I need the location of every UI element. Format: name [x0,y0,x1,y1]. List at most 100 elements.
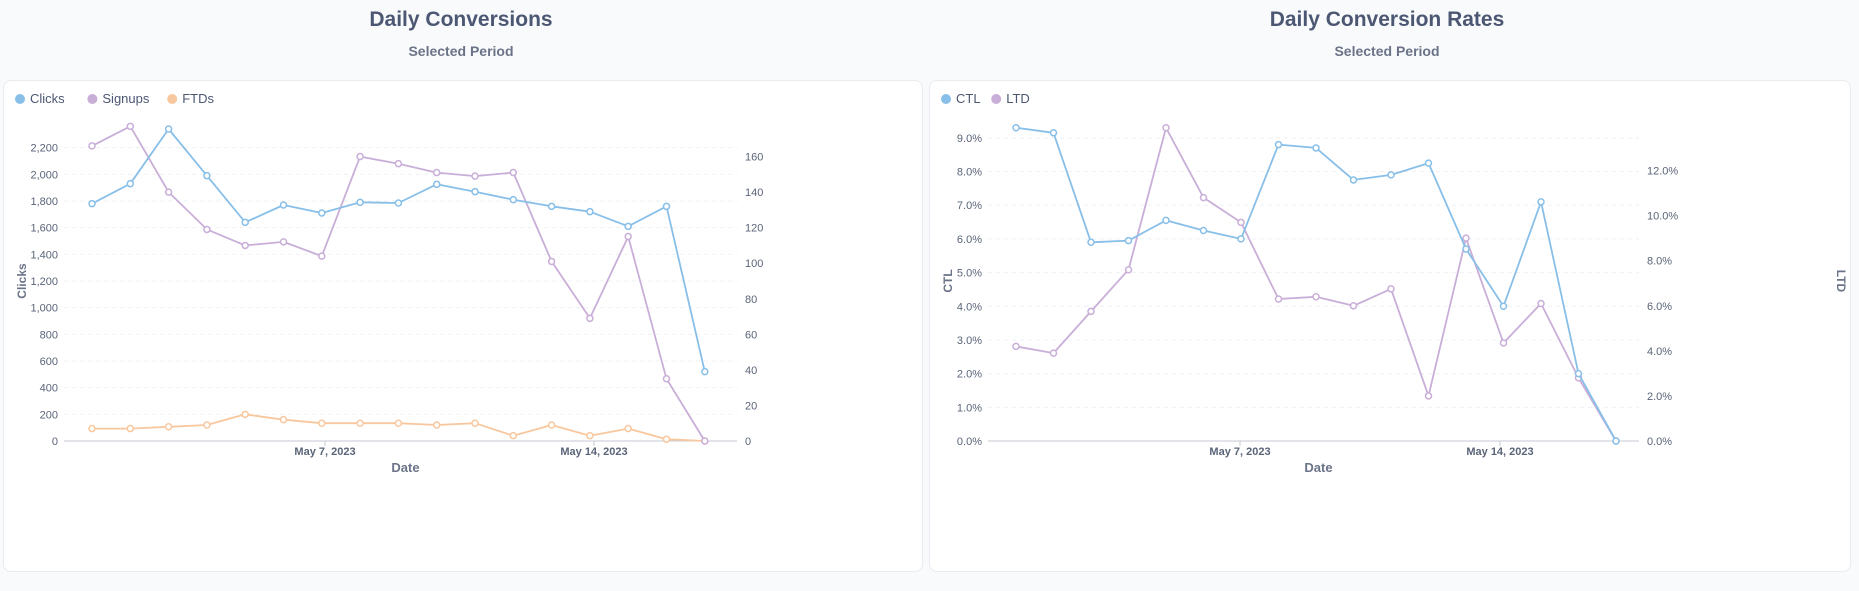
data-point-ftds [471,419,479,427]
legend-label-clicks: Clicks [30,91,65,106]
y-left-tick-label: 5.0% [957,268,982,280]
y-left-tick-label: 2,200 [30,143,58,155]
data-point-clicks [547,202,556,211]
y-left-tick-label: 3.0% [957,335,982,347]
y-left-tick-label: 6.0% [957,234,982,246]
y-right-tick-label: 12.0% [1647,166,1678,178]
y-axis-title-right: LTD [1834,270,1848,293]
data-point-ctl [1612,437,1620,445]
daily-conversion-rates-chart: CTL LTD 0.0% 1.0% 2.0% 3.0% 4.0% 5.0% 6.0% 7.0% 8.… [941,91,1848,475]
data-point-clicks [241,218,249,227]
chart-title-conversions: Daily Conversions [369,8,553,31]
series-line-signups [91,125,706,442]
y-left-tick-label: 600 [40,356,58,368]
data-point-clicks [279,201,288,209]
y-left-tick-label: 1,800 [30,196,58,208]
data-point-ftds [279,415,288,424]
y-left-tick-label: 1,400 [30,249,58,261]
data-point-clicks [394,199,403,207]
data-point-clicks [701,367,709,376]
conversion-rates-card: CTL LTD 0.0% 1.0% 2.0% 3.0% 4.0% 5.0% 6.0% 7.0% 8.… [929,80,1851,572]
legend-swatch-ftds [167,94,178,104]
data-point-ctl [1499,302,1508,311]
legend-swatch-ltd [991,94,1002,104]
y-left-tick-label: 400 [40,383,58,395]
data-point-signups [241,241,249,250]
y-left-tick-label: 1,200 [30,276,58,288]
data-point-signups [203,225,211,234]
chart-subtitle-conversions: Selected Period [408,43,514,59]
legend-item-ctl: CTL [941,91,981,106]
y-left-tick-label: 9.0% [957,133,982,145]
data-point-ftds [586,431,594,440]
data-point-clicks [471,187,479,196]
data-point-ltd [1049,349,1058,357]
y-left-tick-label: 2.0% [957,369,982,381]
chart-title-rates: Daily Conversion Rates [1269,8,1505,31]
legend-swatch-signups [87,94,98,104]
series-line-ctl [1015,126,1617,442]
data-point-ltd [1274,295,1283,303]
data-point-ctl [1312,144,1320,152]
data-point-signups [356,152,364,161]
series-line-ltd [1015,126,1617,442]
data-point-clicks [126,179,135,188]
x-tick-label: May 14, 2023 [560,446,627,458]
y-right-tick-label: 0.0% [1647,436,1672,448]
y-right-tick-label: 160 [745,152,763,164]
data-point-ctl [1349,176,1358,184]
y-left-tick-label: 2,000 [30,169,58,181]
x-axis-title: Date [1304,460,1332,475]
data-point-clicks [318,209,326,217]
y-right-tick-label: 20 [745,400,757,412]
data-point-ctl [1387,171,1395,179]
data-point-clicks [88,199,96,208]
data-point-clicks [164,125,173,133]
legend-item-ftds: FTDs [167,91,214,106]
data-point-ltd [1499,339,1508,347]
y-left-tick-label: 0 [52,436,58,448]
y-right-tick-label: 100 [745,258,763,270]
data-point-ftds [356,419,364,427]
data-point-signups [624,232,632,241]
data-point-ctl [1162,216,1170,225]
data-point-ctl [1274,140,1283,149]
data-point-ftds [394,419,403,427]
data-point-ltd [1387,285,1395,293]
data-point-ctl [1237,235,1245,243]
x-tick-label: May 7, 2023 [1209,446,1270,458]
data-point-ftds [662,435,671,443]
data-point-clicks [624,222,632,231]
data-point-ctl [1462,245,1470,253]
y-axis-title-left: CTL [941,269,955,292]
x-tick-label: May 14, 2023 [1466,446,1533,458]
x-axis-title: Date [391,460,419,475]
y-right-tick-label: 0 [745,436,751,448]
data-point-ltd [1012,342,1020,351]
y-right-tick-label: 140 [745,187,763,199]
data-point-ctl [1574,369,1583,378]
data-point-ftds [547,421,556,429]
data-point-ctl [1049,129,1058,137]
data-point-ltd [1462,234,1470,242]
data-point-ctl [1199,226,1208,235]
y-left-tick-label: 1,000 [30,303,58,315]
y-right-tick-label: 40 [745,365,757,377]
data-point-signups [586,314,594,323]
y-right-tick-label: 8.0% [1647,256,1672,268]
y-left-tick-label: 1,600 [30,223,58,235]
y-right-tick-label: 6.0% [1647,301,1672,313]
y-left-tick-label: 8.0% [957,167,982,179]
legend-item-ltd: LTD [991,91,1030,106]
conversions-card: Clicks Signups FTDs 0 200 400 600 800 1,000 1,200… [3,80,923,572]
legend-label-ftds: FTDs [182,91,214,106]
data-point-signups [88,142,96,150]
y-right-tick-label: 4.0% [1647,346,1672,358]
data-point-signups [432,168,441,177]
data-point-clicks [356,198,364,207]
data-point-ltd [1424,392,1433,400]
data-point-signups [471,172,479,180]
legend-label-ctl: CTL [956,91,981,106]
data-point-ftds [432,421,441,429]
y-right-tick-label: 2.0% [1647,391,1672,403]
